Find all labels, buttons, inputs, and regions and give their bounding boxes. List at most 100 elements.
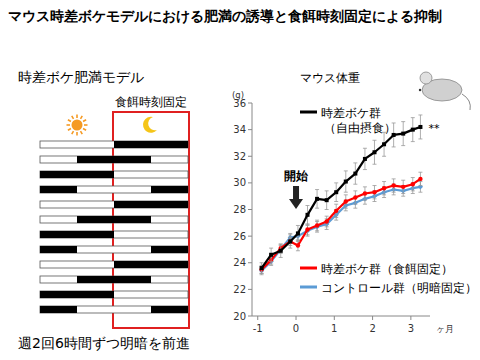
error-bar xyxy=(279,244,283,257)
dark-phase xyxy=(77,216,151,223)
x-tick-label: 3 xyxy=(408,323,414,334)
error-cap xyxy=(382,194,386,195)
error-cap xyxy=(392,178,396,179)
day-row xyxy=(40,291,188,298)
error-bar xyxy=(325,216,329,227)
y-tick-label: 26 xyxy=(233,231,246,242)
y-tick xyxy=(248,156,252,157)
error-cap xyxy=(372,198,376,199)
error-cap xyxy=(344,170,348,171)
sun-icon xyxy=(67,115,88,136)
legend-swatch xyxy=(300,267,317,270)
error-cap xyxy=(269,261,273,262)
diagram-caption: 週2回6時間ずつ明暗を前進 xyxy=(18,335,190,351)
sun-ray xyxy=(76,132,78,136)
error-cap xyxy=(306,234,310,235)
error-cap xyxy=(401,196,405,197)
data-point xyxy=(279,249,283,253)
x-tick xyxy=(410,316,411,320)
dark-phase xyxy=(151,246,188,253)
x-tick-label: 0 xyxy=(293,323,299,334)
error-bar xyxy=(344,171,348,192)
x-axis-label: ヶ月 xyxy=(436,324,454,334)
error-cap xyxy=(279,244,283,245)
error-cap xyxy=(372,201,376,202)
day-row xyxy=(40,231,188,238)
error-cap xyxy=(344,194,348,195)
error-cap xyxy=(334,217,338,218)
diagram-title: 時差ボケ肥満モデル xyxy=(18,69,144,85)
error-cap xyxy=(353,162,357,163)
error-cap xyxy=(418,185,422,186)
error-bar xyxy=(306,206,310,225)
error-cap xyxy=(353,190,357,191)
error-cap xyxy=(363,186,367,187)
data-point xyxy=(334,209,338,213)
y-tick-label: 36 xyxy=(233,98,246,109)
error-cap xyxy=(279,244,283,245)
sun-disc xyxy=(72,120,83,131)
error-cap xyxy=(269,248,273,249)
legend-line: 時差ボケ群 xyxy=(321,106,381,120)
data-point xyxy=(353,172,357,176)
data-point xyxy=(296,231,300,235)
error-cap xyxy=(418,138,422,139)
series-line xyxy=(262,179,421,270)
sun-ray xyxy=(81,116,83,119)
error-cap xyxy=(260,274,264,275)
error-bar xyxy=(363,148,367,169)
error-cap xyxy=(363,204,367,205)
error-cap xyxy=(353,204,357,205)
error-cap xyxy=(392,194,396,195)
y-tick xyxy=(248,289,252,290)
y-tick xyxy=(248,182,252,183)
error-cap xyxy=(269,264,273,265)
error-cap xyxy=(344,208,348,209)
error-cap xyxy=(353,184,357,185)
error-cap xyxy=(325,216,329,217)
box-label: 食餌時刻固定 xyxy=(115,95,187,109)
x-tick xyxy=(372,316,373,320)
error-bar xyxy=(269,248,273,261)
dark-phase xyxy=(77,276,151,283)
data-point xyxy=(296,243,300,247)
data-point xyxy=(411,182,415,186)
legend-swatch xyxy=(300,111,317,114)
dark-phase xyxy=(114,141,188,148)
error-bar xyxy=(372,186,376,199)
data-point xyxy=(418,177,422,181)
error-bar xyxy=(382,182,386,195)
error-cap xyxy=(325,226,329,227)
legend-label: 時差ボケ群（自由摂食） xyxy=(321,106,396,135)
y-tick xyxy=(248,262,252,263)
error-bar xyxy=(315,190,319,209)
page-title: マウス時差ボケモデルにおける肥満の誘導と食餌時刻固定による抑制 xyxy=(8,8,442,24)
arrow-shaft xyxy=(293,186,299,199)
error-cap xyxy=(334,201,338,202)
mouse-tail xyxy=(462,94,470,110)
legend-entry: コントロール群（明暗固定） xyxy=(300,281,477,295)
error-cap xyxy=(372,164,376,165)
error-bar xyxy=(411,178,415,191)
data-point xyxy=(305,227,309,231)
error-bar xyxy=(372,140,376,164)
error-cap xyxy=(288,234,292,235)
data-point xyxy=(315,197,319,201)
data-point xyxy=(418,125,422,129)
legend-label: 時差ボケ群（食餌固定） xyxy=(321,262,453,276)
dark-phase xyxy=(40,231,114,238)
error-cap xyxy=(401,145,405,146)
error-cap xyxy=(401,180,405,181)
day-row xyxy=(40,156,188,163)
dark-phase xyxy=(151,306,188,313)
y-tick-label: 24 xyxy=(233,257,246,268)
error-cap xyxy=(401,121,405,122)
error-cap xyxy=(334,204,338,205)
dark-phase xyxy=(40,171,114,178)
sun-ray xyxy=(68,129,71,131)
day-row xyxy=(40,306,188,313)
background xyxy=(0,0,480,360)
error-bar xyxy=(315,220,319,231)
legend-label: コントロール群（明暗固定） xyxy=(321,281,477,295)
error-bar xyxy=(296,225,300,241)
